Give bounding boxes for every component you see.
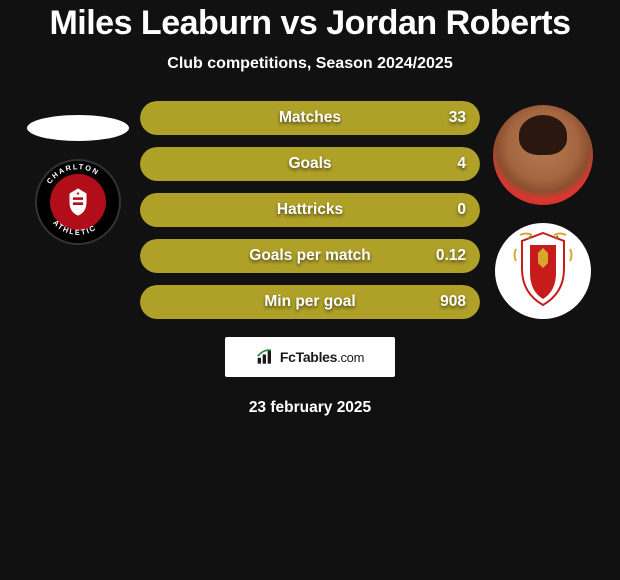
stevenage-crest-icon [508, 231, 578, 311]
stat-value-right: 4 [457, 155, 466, 173]
stat-row: Min per goal 908 [140, 285, 480, 319]
charlton-ring-text-icon: CHARLTON ATHLETIC [37, 161, 119, 243]
stat-label: Goals per match [249, 247, 370, 265]
stat-row: Hattricks 0 [140, 193, 480, 227]
page-title: Miles Leaburn vs Jordan Roberts [0, 4, 620, 43]
stat-bars: Matches 33 Goals 4 Hattricks 0 Goals per match… [140, 101, 480, 319]
svg-text:ATHLETIC: ATHLETIC [51, 218, 98, 237]
subtitle: Club competitions, Season 2024/2025 [0, 55, 620, 73]
svg-text:CHARLTON: CHARLTON [44, 162, 101, 185]
right-club-badge [495, 223, 591, 319]
brand-badge[interactable]: FcTables.com [225, 337, 395, 377]
stat-row: Goals 4 [140, 147, 480, 181]
brand-name: FcTables.com [280, 349, 364, 365]
right-player-photo [493, 105, 593, 205]
stat-row: Goals per match 0.12 [140, 239, 480, 273]
stat-value-right: 33 [449, 109, 466, 127]
stat-label: Matches [279, 109, 341, 127]
left-club-badge: CHARLTON ATHLETIC [35, 159, 121, 245]
stat-label: Goals [288, 155, 331, 173]
bar-chart-icon [256, 348, 276, 366]
stat-label: Hattricks [277, 201, 343, 219]
stat-value-right: 0 [457, 201, 466, 219]
left-player-column: CHARLTON ATHLETIC [25, 101, 130, 245]
stat-row: Matches 33 [140, 101, 480, 135]
right-player-column [490, 101, 595, 319]
stat-value-right: 908 [440, 293, 466, 311]
stat-value-right: 0.12 [436, 247, 466, 265]
comparison-panel: CHARLTON ATHLETIC Matches 33 Goals 4 Hattric… [0, 101, 620, 319]
left-player-photo-placeholder [27, 115, 129, 141]
date-label: 23 february 2025 [0, 399, 620, 417]
stat-label: Min per goal [264, 293, 355, 311]
